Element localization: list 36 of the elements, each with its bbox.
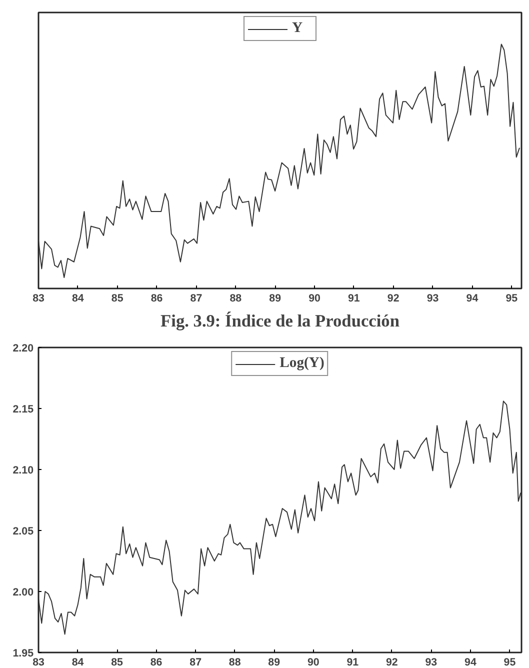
caption: Fig. 3.9: Índice de la Producción [160, 312, 400, 330]
y-tick-label: 1.95 [12, 648, 34, 660]
y-tick-label: 2.00 [12, 586, 34, 598]
x-tick-label: 91 [346, 656, 359, 668]
x-tick-label: 85 [111, 656, 124, 668]
legend-label: Log(Y) [280, 355, 324, 372]
x-tick-label: 85 [111, 292, 124, 304]
legend-label: Y [292, 20, 304, 37]
x-tick-label: 89 [269, 292, 282, 304]
x-tick-label: 91 [348, 292, 360, 304]
x-tick-label: 83 [32, 292, 44, 304]
x-tick-label: 94 [464, 656, 476, 668]
x-tick-label: 95 [504, 656, 516, 668]
x-tick-label: 88 [228, 656, 241, 668]
x-tick-label: 93 [425, 656, 438, 668]
x-tick-label: 92 [386, 656, 398, 668]
x-tick-label: 89 [268, 656, 280, 668]
x-tick-label: 94 [466, 292, 478, 304]
line-series [38, 400, 522, 635]
y-tick-label: 2.15 [12, 404, 34, 416]
x-tick-label: 87 [190, 656, 202, 668]
x-tick-label: 87 [190, 292, 202, 304]
x-tick-label: 84 [72, 292, 84, 304]
x-tick-label: 93 [426, 292, 439, 304]
x-tick-label: 95 [506, 292, 518, 304]
y-tick-label: 2.05 [12, 526, 34, 538]
y-tick-label: 2.10 [12, 464, 34, 476]
x-tick-label: 86 [150, 292, 163, 304]
x-tick-label: 92 [387, 292, 400, 304]
x-tick-label: 88 [230, 292, 242, 304]
x-tick-label: 86 [150, 656, 162, 668]
x-tick-label: 84 [72, 656, 84, 668]
x-tick-label: 90 [307, 656, 320, 668]
x-tick-label: 90 [308, 292, 320, 304]
x-tick-label: 83 [32, 656, 44, 668]
y-tick-label: 2.20 [12, 342, 34, 354]
